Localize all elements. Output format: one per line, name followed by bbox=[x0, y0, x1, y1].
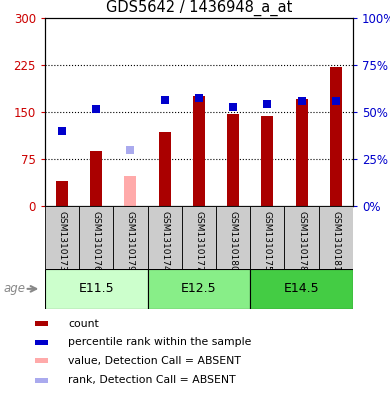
Text: rank, Detection Call = ABSENT: rank, Detection Call = ABSENT bbox=[68, 375, 236, 385]
Point bbox=[93, 106, 99, 112]
Text: GSM1310176: GSM1310176 bbox=[92, 211, 101, 272]
Point bbox=[230, 104, 236, 110]
Text: GSM1310180: GSM1310180 bbox=[229, 211, 238, 272]
Point bbox=[196, 95, 202, 101]
Text: GSM1310174: GSM1310174 bbox=[160, 211, 169, 272]
Point bbox=[333, 97, 339, 104]
Point bbox=[298, 97, 305, 104]
Text: count: count bbox=[68, 319, 99, 329]
Bar bbox=[250, 206, 284, 269]
Text: value, Detection Call = ABSENT: value, Detection Call = ABSENT bbox=[68, 356, 241, 366]
Text: GSM1310173: GSM1310173 bbox=[57, 211, 66, 272]
Bar bbox=[284, 206, 319, 269]
Text: E14.5: E14.5 bbox=[284, 282, 319, 296]
Bar bbox=[35, 358, 48, 364]
Bar bbox=[35, 340, 48, 345]
Point bbox=[264, 101, 271, 108]
Bar bbox=[147, 206, 182, 269]
Bar bbox=[35, 378, 48, 383]
Bar bbox=[319, 206, 353, 269]
Bar bbox=[56, 181, 68, 206]
Text: E12.5: E12.5 bbox=[181, 282, 217, 296]
Text: GSM1310178: GSM1310178 bbox=[297, 211, 306, 272]
Point bbox=[127, 147, 133, 153]
Bar bbox=[124, 176, 136, 206]
Bar bbox=[216, 206, 250, 269]
Text: GSM1310181: GSM1310181 bbox=[332, 211, 340, 272]
Bar bbox=[250, 269, 353, 309]
Text: GSM1310177: GSM1310177 bbox=[194, 211, 204, 272]
Bar bbox=[296, 99, 308, 206]
Point bbox=[59, 128, 65, 134]
Text: age: age bbox=[4, 282, 26, 296]
Bar bbox=[113, 206, 147, 269]
Bar bbox=[261, 116, 273, 206]
Bar bbox=[147, 269, 250, 309]
Bar bbox=[193, 96, 205, 206]
Bar bbox=[159, 132, 171, 206]
Bar bbox=[227, 114, 239, 206]
Text: GSM1310175: GSM1310175 bbox=[263, 211, 272, 272]
Text: percentile rank within the sample: percentile rank within the sample bbox=[68, 337, 251, 347]
Bar bbox=[45, 269, 147, 309]
Bar bbox=[45, 206, 79, 269]
Bar bbox=[330, 67, 342, 206]
Bar bbox=[35, 321, 48, 326]
Bar bbox=[79, 206, 113, 269]
Bar bbox=[90, 151, 102, 206]
Text: GSM1310179: GSM1310179 bbox=[126, 211, 135, 272]
Title: GDS5642 / 1436948_a_at: GDS5642 / 1436948_a_at bbox=[106, 0, 292, 17]
Point bbox=[161, 97, 168, 103]
Bar bbox=[182, 206, 216, 269]
Text: E11.5: E11.5 bbox=[78, 282, 114, 296]
